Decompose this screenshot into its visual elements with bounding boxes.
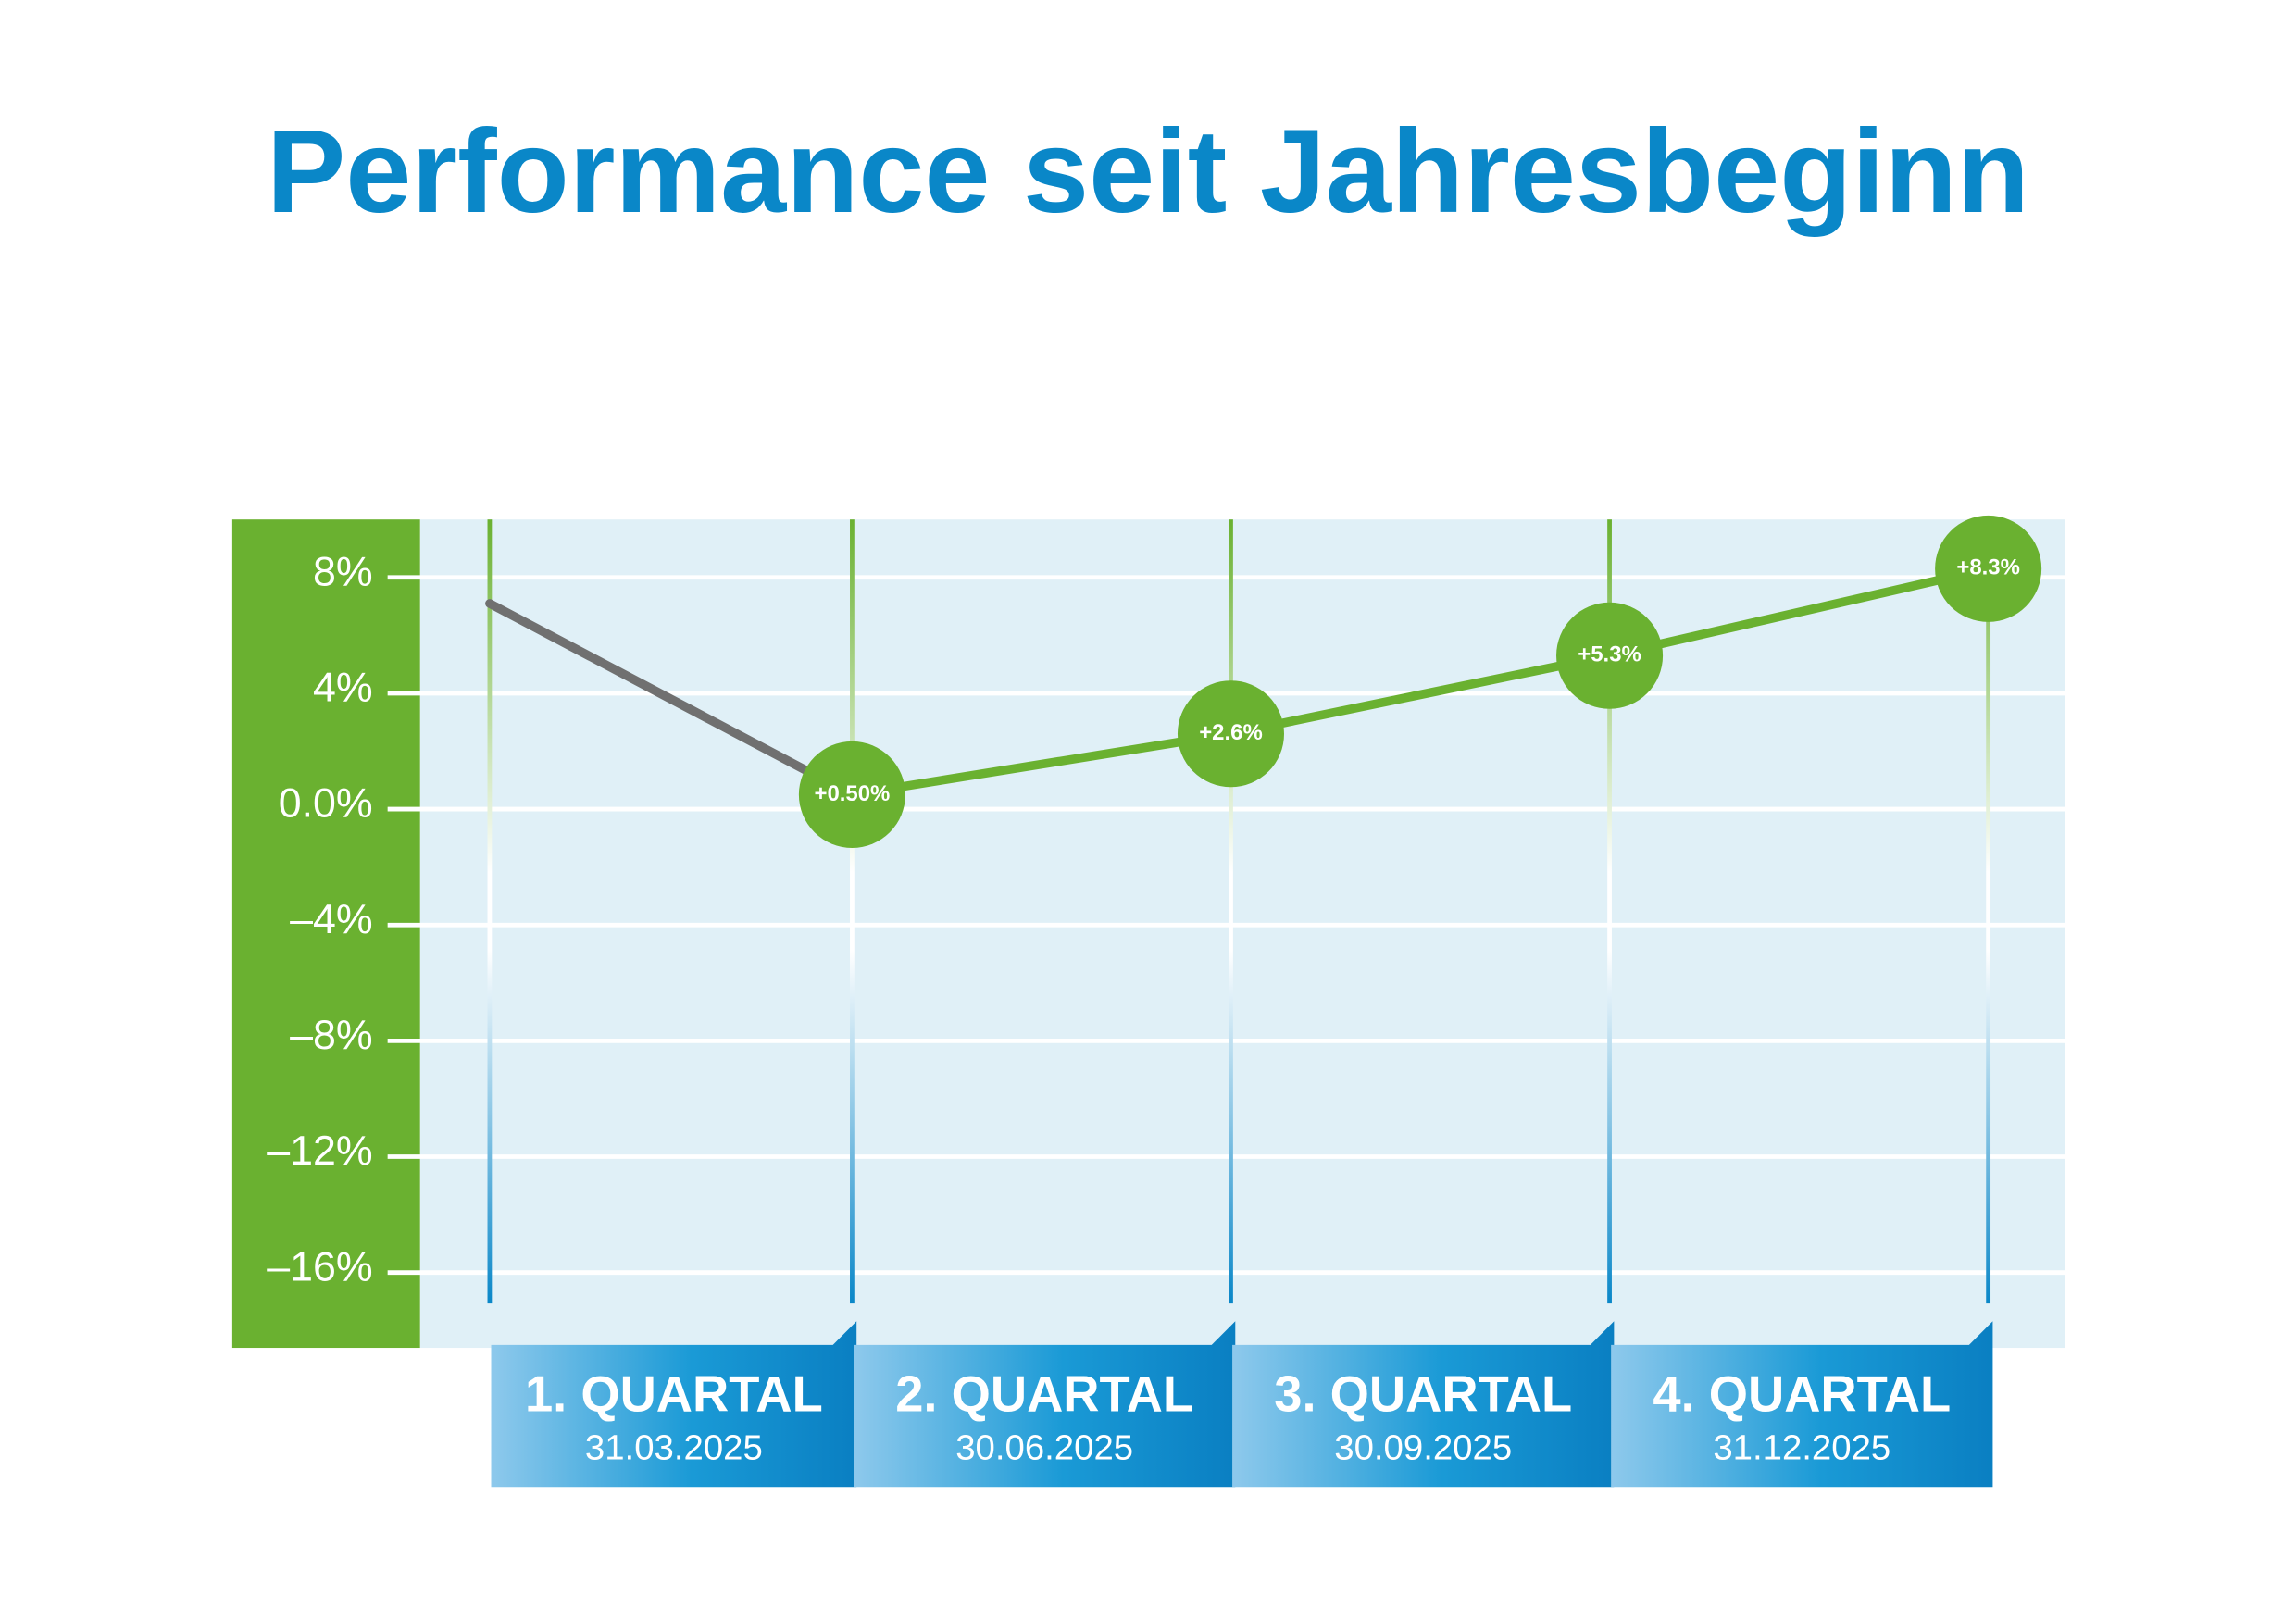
quarter-label: 4. QUARTAL [1653,1366,1951,1423]
data-label: +5.3% [1578,642,1641,667]
quarter-label: 3. QUARTAL [1274,1366,1572,1423]
line-segment [1226,651,1615,739]
line-segment [847,729,1236,800]
quarter-box [1232,1321,1615,1488]
quarter-line [1607,519,1612,1304]
y-tick-label: –8% [290,1012,373,1058]
quarter-label: 1. QUARTAL [525,1366,823,1423]
y-tick-label: 4% [313,665,373,711]
y-tick-label: –4% [290,896,373,942]
line-segment [485,599,857,800]
y-tick-label: –12% [267,1127,372,1174]
quarter-date: 31.12.2025 [1713,1427,1890,1467]
quarter-date: 30.09.2025 [1334,1427,1512,1467]
plot-area [419,519,2065,1349]
data-point [1935,515,2042,622]
quarter-date: 31.03.2025 [585,1427,763,1467]
chart-title: Performance seit Jahresbeginn [267,106,2029,238]
y-tick-label: –16% [267,1243,372,1289]
y-tick-label: 0.0% [279,780,373,827]
quarter-box [1611,1321,1993,1488]
axis-band [231,519,420,1349]
quarter-box [854,1321,1236,1488]
data-label: +8.3% [1956,555,2020,580]
data-point [1177,680,1285,788]
data-point [798,741,905,848]
data-label: +2.6% [1199,720,1263,745]
quarter-line [1986,519,1991,1304]
quarter-box [491,1321,857,1488]
quarter-line [1229,519,1233,1304]
quarter-line [487,519,493,1304]
quarter-date: 30.06.2025 [955,1427,1133,1467]
quarter-label: 2. QUARTAL [895,1366,1193,1423]
data-label: +0.50% [814,781,890,806]
y-tick-label: 8% [313,548,373,594]
data-point [1556,602,1664,709]
line-segment [1604,564,1993,661]
quarter-line [850,519,855,1304]
